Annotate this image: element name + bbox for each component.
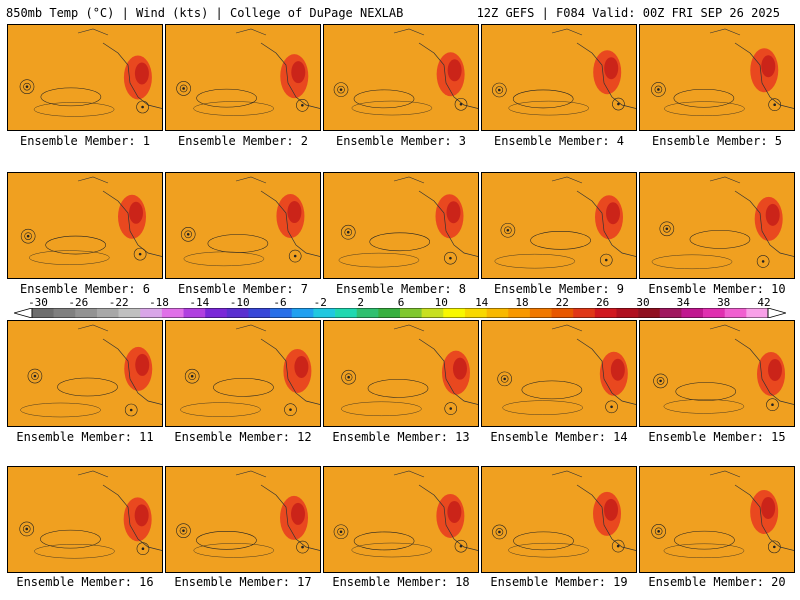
colorbar-min-arrow [14,308,33,318]
ensemble-map-6 [7,172,163,279]
colorbar-tick-label: 6 [397,296,405,309]
run-info: 12Z GEFS | F084 Valid: 00Z FRI SEP 26 20… [476,6,780,20]
ensemble-member-label: Ensemble Member: 14 [490,430,628,444]
colorbar-swatch [421,308,444,318]
ensemble-member-label: Ensemble Member: 16 [16,575,154,589]
colorbar-swatch [248,308,271,318]
colorbar-swatch [464,308,487,318]
ensemble-map-15 [639,320,795,427]
ensemble-map-7 [165,172,321,279]
colorbar-swatch [486,308,509,318]
colorbar-swatch [638,308,661,318]
colorbar-tick-label: 26 [596,296,610,309]
colorbar-swatch [335,308,358,318]
ensemble-member-label: Ensemble Member: 7 [177,282,309,296]
ensemble-member-label: Ensemble Member: 1 [19,134,151,148]
colorbar-swatch [746,308,769,318]
colorbar-swatch [616,308,639,318]
colorbar-swatch [400,308,422,318]
colorbar-swatch [226,308,249,318]
ensemble-member-label: Ensemble Member: 19 [490,575,628,589]
colorbar-swatch [140,308,163,318]
colorbar-max-arrow [767,308,786,318]
ensemble-member-label: Ensemble Member: 6 [19,282,151,296]
ensemble-member-label: Ensemble Member: 13 [332,430,470,444]
colorbar-swatch [573,308,596,318]
ensemble-map-14 [481,320,637,427]
ensemble-map-9 [481,172,637,279]
colorbar-swatch [551,308,574,318]
ensemble-map-5 [639,24,795,131]
colorbar-tick-label: -30 [28,296,48,309]
colorbar-swatch [659,308,682,318]
colorbar-tick-label: 18 [515,296,529,309]
colorbar-swatch [313,308,336,318]
colorbar-swatch [356,308,379,318]
ensemble-map-10 [639,172,795,279]
temperature-colorbar [14,308,786,318]
ensemble-map-16 [7,466,163,573]
ensemble-member-label: Ensemble Member: 2 [177,134,309,148]
ensemble-member-label: Ensemble Member: 18 [332,575,470,589]
ensemble-member-label: Ensemble Member: 5 [651,134,783,148]
colorbar-tick-label: 2 [357,296,364,309]
colorbar-swatch [529,308,552,318]
ensemble-map-4 [481,24,637,131]
colorbar-swatch [681,308,704,318]
ensemble-map-11 [7,320,163,427]
ensemble-member-label: Ensemble Member: 10 [648,282,786,296]
colorbar-tick-label: 34 [676,296,690,309]
colorbar-tick-label: -10 [229,296,250,309]
colorbar-swatch [270,308,293,318]
ensemble-map-1 [7,24,163,131]
colorbar-tick-label: -18 [149,296,169,309]
colorbar-swatch [32,308,54,318]
colorbar-swatch [205,308,228,318]
colorbar-tick-label: 22 [555,296,569,309]
ensemble-member-label: Ensemble Member: 11 [16,430,154,444]
ensemble-member-label: Ensemble Member: 17 [174,575,312,589]
colorbar-swatch [724,308,747,318]
ensemble-member-label: Ensemble Member: 12 [174,430,312,444]
ensemble-map-18 [323,466,479,573]
colorbar-swatch [96,308,119,318]
colorbar-labels: -30 -26 -22 -18 -14 -10 -6 -2 2 6 10 14 18 22 26 30 34 38… [0,297,800,309]
ensemble-member-label: Ensemble Member: 15 [648,430,786,444]
colorbar-swatch [75,308,98,318]
colorbar-tick-label: 42 [757,296,771,309]
colorbar-swatch [703,308,726,318]
ensemble-map-2 [165,24,321,131]
colorbar-tick-label: 38 [717,296,731,309]
colorbar-swatch [508,308,531,318]
colorbar-tick-label: -2 [313,296,327,309]
colorbar-swatch [291,308,314,318]
ensemble-map-8 [323,172,479,279]
colorbar-swatch [594,308,617,318]
ensemble-member-label: Ensemble Member: 4 [493,134,625,148]
ensemble-member-label: Ensemble Member: 20 [648,575,786,589]
ensemble-member-label: Ensemble Member: 9 [493,282,625,296]
colorbar-tick-label: -26 [68,296,89,309]
colorbar-swatch [118,308,141,318]
ensemble-map-12 [165,320,321,427]
colorbar-swatch [53,308,76,318]
ensemble-member-label: Ensemble Member: 8 [335,282,467,296]
colorbar-swatch [378,308,401,318]
colorbar-tick-label: 14 [475,296,489,309]
ensemble-map-3 [323,24,479,131]
ensemble-map-13 [323,320,479,427]
colorbar-tick-label: 10 [434,296,448,309]
ensemble-map-19 [481,466,637,573]
ensemble-member-label: Ensemble Member: 3 [335,134,467,148]
colorbar-tick-label: -14 [189,296,210,309]
colorbar-tick-label: -22 [108,296,129,309]
colorbar-tick-label: 30 [636,296,650,309]
page-title: 850mb Temp (°C) | Wind (kts) | College o… [6,6,404,20]
colorbar-swatch [161,308,184,318]
ensemble-map-20 [639,466,795,573]
colorbar-swatch [443,308,466,318]
colorbar-swatch [183,308,206,318]
colorbar-tick-label: -6 [273,296,287,309]
ensemble-map-17 [165,466,321,573]
